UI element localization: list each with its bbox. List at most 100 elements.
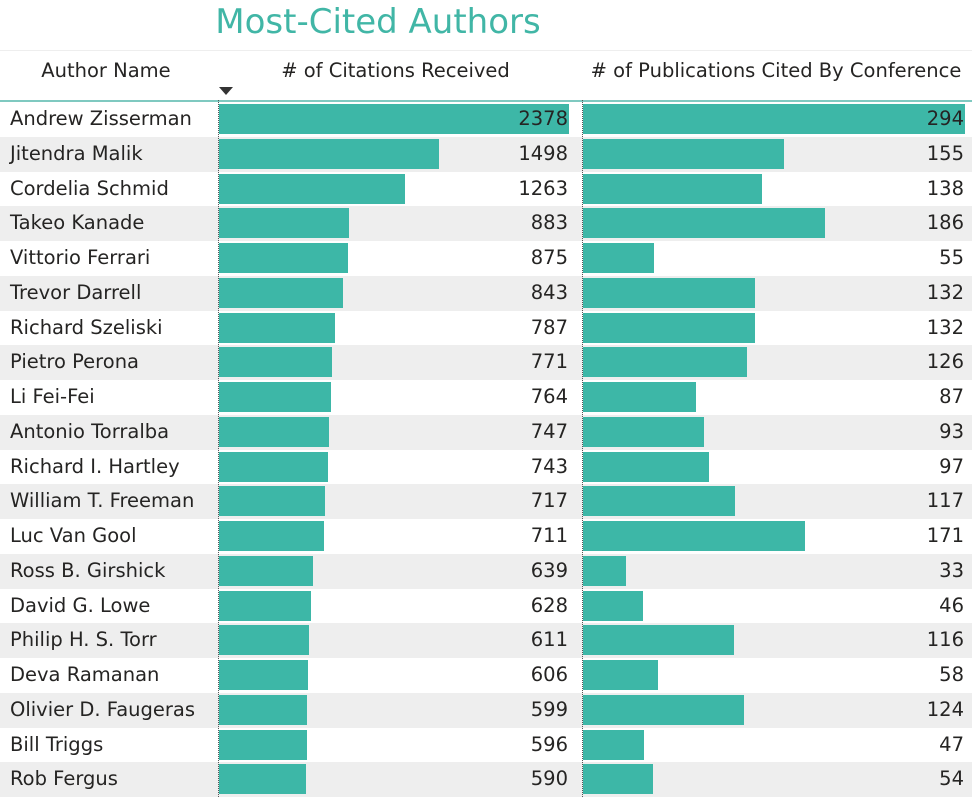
publications-bar: [583, 243, 655, 273]
sort-descending-icon[interactable]: [219, 87, 233, 95]
author-name: Vittorio Ferrari: [10, 246, 151, 269]
author-name: Li Fei-Fei: [10, 385, 95, 408]
citations-value: 1498: [518, 141, 568, 165]
column-header-citations[interactable]: # of Citations Received: [281, 59, 510, 82]
citations-value: 599: [530, 697, 568, 721]
table-row[interactable]: Antonio Torralba 747 93: [0, 414, 972, 450]
citations-bar: [219, 451, 329, 482]
table-row[interactable]: Richard I. Hartley 743 97: [0, 450, 972, 485]
column-divider: [582, 100, 583, 797]
publications-bar: [583, 764, 654, 795]
table-row[interactable]: Ross B. Girshick 639 33: [0, 553, 972, 589]
author-name: Trevor Darrell: [10, 280, 142, 304]
publications-value: 138: [926, 176, 964, 200]
citations-value: 883: [530, 211, 568, 235]
publications-bar: [583, 521, 806, 551]
citations-bar: [219, 138, 440, 169]
citations-value: 611: [530, 628, 568, 652]
table-row[interactable]: Deva Ramanan 606 58: [0, 658, 972, 693]
publications-value: 124: [926, 697, 964, 721]
author-name: Deva Ramanan: [10, 663, 160, 686]
citations-value: 1263: [518, 176, 568, 200]
citations-value: 717: [530, 489, 568, 513]
publications-value: 33: [939, 558, 964, 582]
table-row[interactable]: William T. Freeman 717 117: [0, 484, 972, 519]
publications-value: 117: [926, 489, 964, 513]
publications-bar: [583, 382, 697, 412]
citations-value: 875: [530, 246, 568, 269]
publications-value: 126: [926, 350, 964, 374]
table-row[interactable]: Rob Fergus 590 54: [0, 762, 972, 797]
publications-bar: [583, 138, 785, 169]
publications-bar: [583, 590, 643, 621]
publications-value: 58: [939, 663, 964, 686]
author-name: Takeo Kanade: [10, 211, 145, 235]
publications-bar: [583, 208, 825, 239]
author-name: Bill Triggs: [10, 732, 104, 756]
author-name: Antonio Torralba: [10, 419, 170, 443]
table-row[interactable]: Li Fei-Fei 764 87: [0, 380, 972, 415]
citations-value: 639: [530, 558, 568, 582]
publications-bar: [583, 694, 745, 725]
publications-bar: [583, 312, 755, 343]
table-row[interactable]: Luc Van Gool 711 171: [0, 519, 972, 554]
table-header: Author Name # of Citations Received # of…: [0, 50, 972, 102]
publications-bar: [583, 486, 736, 517]
table-row[interactable]: Takeo Kanade 883 186: [0, 206, 972, 241]
publications-bar: [583, 660, 659, 690]
publications-value: 186: [926, 211, 964, 235]
citations-bar: [219, 243, 348, 273]
citations-value: 843: [530, 280, 568, 304]
citations-value: 787: [530, 315, 568, 339]
citations-value: 711: [530, 524, 568, 547]
author-name: Ross B. Girshick: [10, 558, 166, 582]
citations-bar: [219, 660, 309, 690]
table-row[interactable]: Jitendra Malik 1498 155: [0, 136, 972, 172]
column-header-publications[interactable]: # of Publications Cited By Conference: [590, 59, 962, 82]
publications-value: 46: [939, 593, 964, 617]
publications-value: 294: [926, 107, 964, 130]
table-row[interactable]: Cordelia Schmid 1263 138: [0, 172, 972, 207]
publications-value: 87: [939, 385, 964, 408]
citations-bar: [219, 486, 325, 517]
author-name: William T. Freeman: [10, 489, 195, 513]
author-name: Luc Van Gool: [10, 524, 137, 547]
table-row[interactable]: Bill Triggs 596 47: [0, 728, 972, 763]
author-name: Olivier D. Faugeras: [10, 697, 196, 721]
publications-bar: [583, 277, 755, 308]
publications-bar: [583, 104, 965, 134]
author-name: Pietro Perona: [10, 350, 139, 374]
citations-bar: [219, 416, 329, 447]
publications-bar: [583, 729, 645, 760]
table-row[interactable]: Olivier D. Faugeras 599 124: [0, 692, 972, 728]
citations-bar: [219, 555, 314, 586]
citations-bar: [219, 590, 312, 621]
publications-value: 171: [926, 524, 964, 547]
citations-bar: [219, 208, 349, 239]
publications-value: 54: [939, 767, 964, 791]
table-row[interactable]: Andrew Zisserman 2378 294: [0, 102, 972, 137]
publications-bar: [583, 173, 763, 204]
citations-value: 747: [530, 419, 568, 443]
citations-bar: [219, 625, 309, 656]
citations-value: 2378: [518, 107, 568, 130]
table-row[interactable]: Pietro Perona 771 126: [0, 345, 972, 380]
citations-value: 606: [530, 663, 568, 686]
table-row[interactable]: Richard Szeliski 787 132: [0, 311, 972, 346]
author-name: Andrew Zisserman: [10, 107, 192, 130]
author-name: Richard I. Hartley: [10, 454, 180, 478]
publications-bar: [583, 416, 704, 447]
publications-value: 47: [939, 732, 964, 756]
citations-bar: [219, 382, 332, 412]
table-row[interactable]: Trevor Darrell 843 132: [0, 275, 972, 311]
table-row[interactable]: Vittorio Ferrari 875 55: [0, 241, 972, 276]
table-row[interactable]: Philip H. S. Torr 611 116: [0, 623, 972, 658]
column-header-author[interactable]: Author Name: [41, 59, 171, 82]
author-name: Rob Fergus: [10, 767, 118, 791]
data-table: Author Name # of Citations Received # of…: [0, 50, 972, 797]
citations-bar: [219, 173, 405, 204]
publications-value: 155: [926, 141, 964, 165]
citations-value: 764: [530, 385, 568, 408]
table-row[interactable]: David G. Lowe 628 46: [0, 589, 972, 624]
publications-value: 132: [926, 280, 964, 304]
